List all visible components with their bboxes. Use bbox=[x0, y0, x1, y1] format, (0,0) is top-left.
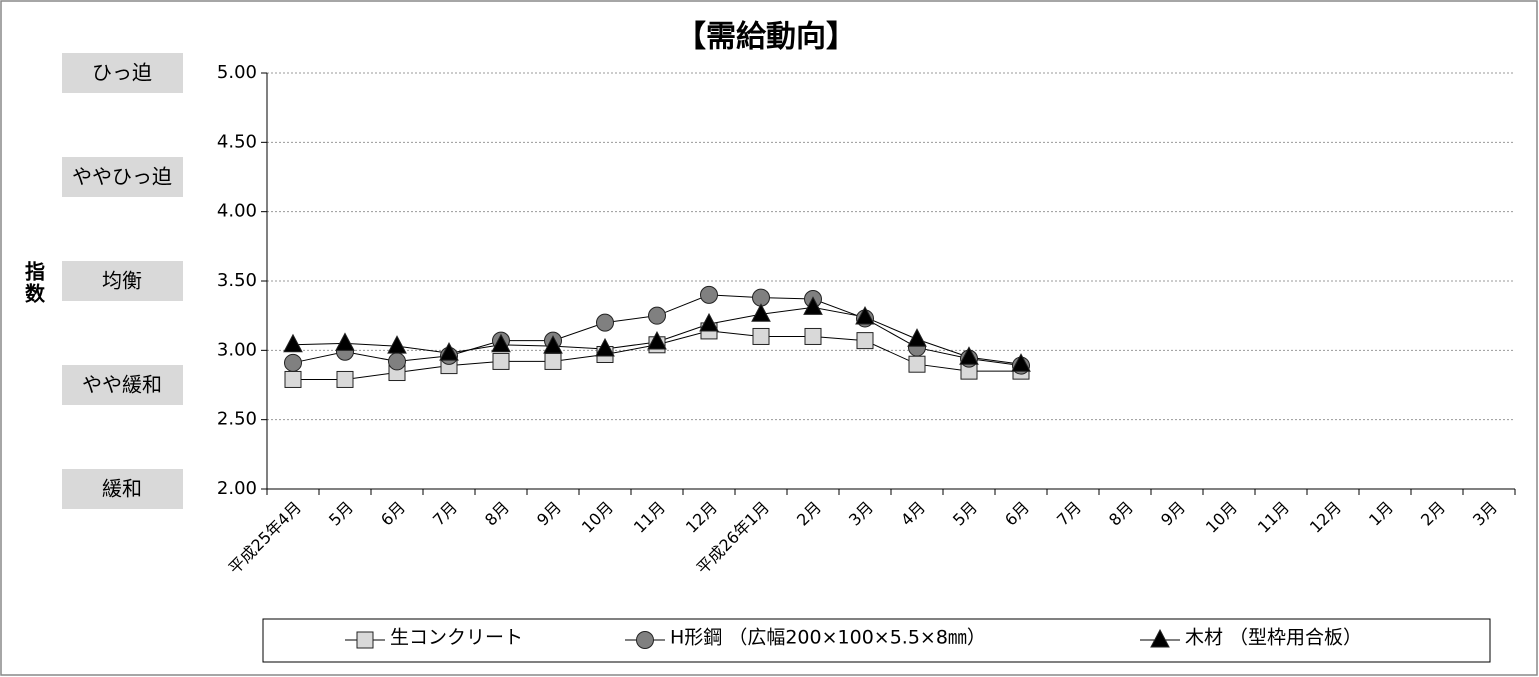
marker bbox=[907, 328, 927, 347]
marker bbox=[491, 333, 511, 353]
marker bbox=[283, 333, 303, 353]
level-label-box bbox=[62, 469, 183, 509]
marker bbox=[1150, 628, 1170, 648]
level-label: ややひっ迫 bbox=[72, 165, 172, 189]
marker bbox=[959, 346, 979, 365]
marker bbox=[648, 306, 666, 325]
marker bbox=[636, 631, 654, 649]
marker bbox=[804, 327, 822, 345]
marker bbox=[1011, 353, 1031, 372]
marker bbox=[856, 332, 874, 350]
marker bbox=[855, 305, 875, 325]
y-tick-label: 5.00 bbox=[217, 62, 257, 83]
chart-title: 【需給動向】 bbox=[676, 20, 856, 55]
marker bbox=[699, 312, 719, 332]
marker bbox=[543, 335, 563, 354]
level-label: 緩和 bbox=[102, 477, 142, 501]
marker bbox=[284, 353, 302, 372]
marker bbox=[336, 370, 354, 388]
legend-label: 生コンクリート bbox=[390, 627, 523, 649]
level-label: やや緩和 bbox=[82, 373, 162, 397]
y-tick-label: 4.50 bbox=[217, 131, 257, 152]
y-tick-label: 2.00 bbox=[217, 478, 257, 499]
marker bbox=[492, 352, 510, 370]
marker bbox=[335, 332, 355, 351]
y-axis-label: 指数 bbox=[22, 260, 46, 305]
marker bbox=[752, 327, 770, 345]
level-label: 均衡 bbox=[102, 269, 142, 293]
level-label-box bbox=[62, 53, 183, 93]
y-tick-label: 3.00 bbox=[217, 339, 257, 360]
marker bbox=[700, 285, 718, 304]
y-tick-label: 2.50 bbox=[217, 409, 257, 430]
marker bbox=[751, 303, 771, 322]
marker bbox=[388, 352, 406, 371]
level-label-box bbox=[62, 261, 183, 301]
level-label-box bbox=[62, 365, 183, 405]
legend-label: H形鋼 （広幅200×100×5.5×8㎜） bbox=[670, 627, 986, 649]
level-label-box bbox=[62, 157, 183, 197]
y-tick-label: 3.50 bbox=[217, 270, 257, 291]
marker bbox=[595, 337, 615, 357]
marker bbox=[284, 370, 302, 388]
marker bbox=[647, 330, 667, 350]
marker bbox=[803, 296, 823, 315]
marker bbox=[596, 313, 614, 332]
marker bbox=[908, 355, 926, 373]
legend-label: 木材 （型枠用合板） bbox=[1185, 627, 1362, 649]
marker bbox=[356, 631, 374, 649]
y-tick-label: 4.00 bbox=[217, 201, 257, 222]
marker bbox=[544, 352, 562, 370]
level-label: ひっ迫 bbox=[92, 61, 152, 85]
marker bbox=[439, 342, 459, 361]
legend-box bbox=[262, 618, 1491, 663]
marker bbox=[387, 335, 407, 354]
